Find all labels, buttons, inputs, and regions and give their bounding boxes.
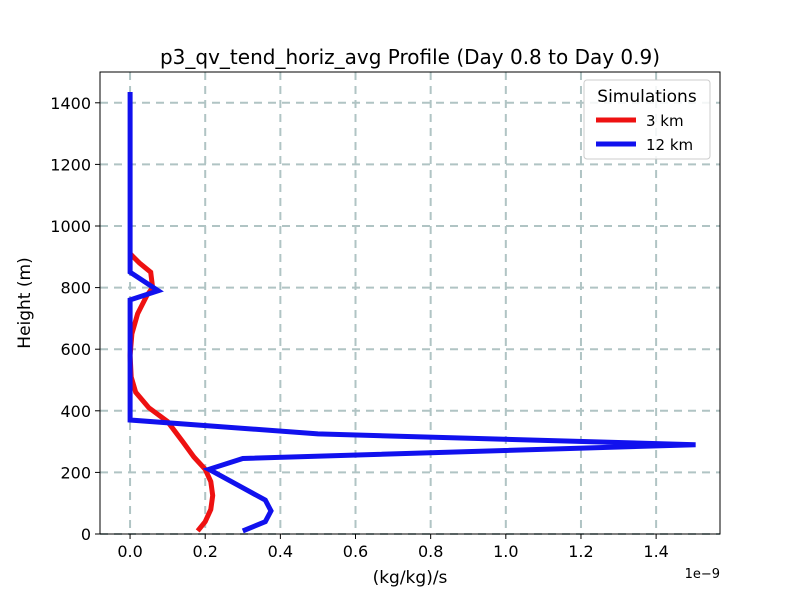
- x-tick-label: 0.2: [192, 542, 217, 561]
- y-tick-label: 600: [60, 340, 91, 359]
- y-tick-label: 1000: [50, 217, 91, 236]
- legend-box: [583, 79, 711, 160]
- legend-title: Simulations: [597, 87, 697, 107]
- x-tick-label: 1.0: [493, 542, 518, 561]
- legend: Simulations 3 km 12 km: [583, 79, 711, 160]
- legend-label-12km: 12 km: [646, 136, 693, 154]
- x-tick-label: 0.4: [268, 542, 293, 561]
- chart-title: p3_qv_tend_horiz_avg Profile (Day 0.8 to…: [160, 45, 660, 69]
- y-tick-label: 0: [81, 525, 91, 544]
- series-lines: [127, 92, 696, 534]
- y-tick-label: 200: [60, 463, 91, 482]
- series-line-12km: [127, 92, 696, 534]
- x-axis-offset-label: 1e−9: [685, 567, 720, 582]
- y-tick-label: 400: [60, 402, 91, 421]
- y-tick-label: 1400: [50, 94, 91, 113]
- x-tick-label: 0.8: [418, 542, 443, 561]
- plot-frame: [99, 71, 721, 535]
- x-tick-label: 0.0: [117, 542, 142, 561]
- y-tick-label: 800: [60, 279, 91, 298]
- x-axis-label: (kg/kg)/s: [373, 568, 448, 588]
- y-axis-ticks: 0 200 400 600 800 1000 1200 1400: [50, 94, 100, 544]
- x-tick-label: 0.6: [343, 542, 368, 561]
- y-tick-label: 1200: [50, 155, 91, 174]
- x-tick-label: 1.2: [568, 542, 593, 561]
- y-axis-label: Height (m): [15, 257, 35, 348]
- legend-label-3km: 3 km: [646, 112, 684, 130]
- x-tick-label: 1.4: [643, 542, 668, 561]
- x-axis-ticks: 0.0 0.2 0.4 0.6 0.8 1.0 1.2 1.4: [117, 534, 669, 561]
